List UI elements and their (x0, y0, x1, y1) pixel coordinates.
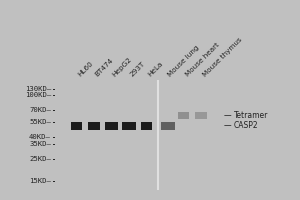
Bar (105, 122, 118, 130)
Text: HeLa: HeLa (146, 61, 164, 78)
Bar (160, 122, 175, 130)
Text: HL60: HL60 (76, 60, 94, 78)
Text: CASP2: CASP2 (234, 121, 259, 130)
Text: 55KD—: 55KD— (29, 119, 51, 125)
Text: Mouse heart: Mouse heart (184, 42, 220, 78)
Text: 40KD—: 40KD— (29, 134, 51, 140)
Text: BT474: BT474 (94, 57, 115, 78)
Text: 25KD—: 25KD— (29, 156, 51, 162)
Text: Tetramer: Tetramer (234, 111, 268, 120)
Text: 293T: 293T (129, 61, 146, 78)
Text: 15KD—: 15KD— (29, 178, 51, 184)
Text: Mouse lung: Mouse lung (167, 44, 201, 78)
Bar (178, 112, 189, 118)
Text: —: — (224, 111, 231, 120)
Bar (71, 122, 82, 130)
Text: —: — (224, 121, 231, 130)
Text: 100KD—: 100KD— (25, 92, 51, 98)
Text: Mouse thymus: Mouse thymus (202, 36, 243, 78)
Text: HepG2: HepG2 (111, 56, 133, 78)
Bar (88, 122, 100, 130)
Text: 70KD—: 70KD— (29, 107, 51, 113)
Text: 130KD—: 130KD— (25, 86, 51, 92)
Text: 35KD—: 35KD— (29, 141, 51, 147)
Bar (122, 122, 136, 130)
Bar (195, 112, 207, 118)
Bar (141, 122, 152, 130)
